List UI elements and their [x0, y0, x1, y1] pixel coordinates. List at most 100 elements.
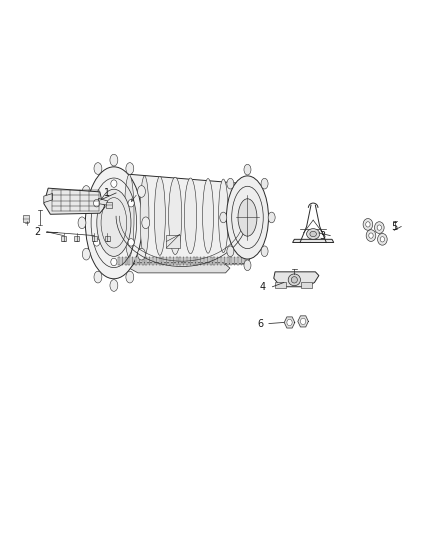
Bar — [244, 257, 246, 265]
Ellipse shape — [138, 185, 145, 197]
Bar — [217, 257, 219, 265]
Bar — [190, 257, 191, 265]
Ellipse shape — [310, 231, 316, 237]
Ellipse shape — [124, 175, 134, 257]
Text: 4: 4 — [260, 282, 266, 292]
Ellipse shape — [291, 277, 297, 283]
Polygon shape — [99, 198, 107, 205]
Ellipse shape — [169, 177, 182, 255]
Ellipse shape — [220, 212, 227, 223]
Bar — [149, 257, 150, 265]
Circle shape — [287, 319, 292, 326]
Ellipse shape — [126, 163, 134, 174]
Ellipse shape — [238, 199, 257, 236]
Bar — [169, 257, 171, 265]
Text: 5: 5 — [391, 222, 397, 231]
Polygon shape — [44, 193, 53, 203]
Bar — [207, 257, 208, 265]
Circle shape — [300, 318, 306, 325]
Circle shape — [128, 239, 134, 246]
Bar — [159, 257, 161, 265]
Ellipse shape — [110, 154, 118, 166]
Polygon shape — [284, 317, 295, 328]
Ellipse shape — [219, 179, 228, 253]
Circle shape — [374, 222, 384, 233]
Circle shape — [378, 233, 387, 245]
Bar — [213, 257, 215, 265]
Circle shape — [363, 219, 373, 230]
Circle shape — [94, 239, 100, 246]
Circle shape — [377, 225, 381, 230]
Bar — [142, 257, 144, 265]
Ellipse shape — [261, 246, 268, 256]
Ellipse shape — [288, 274, 300, 286]
Bar — [166, 257, 167, 265]
Circle shape — [366, 222, 370, 227]
Bar — [183, 257, 184, 265]
Bar — [193, 257, 194, 265]
Text: 3: 3 — [319, 231, 325, 240]
Bar — [122, 257, 123, 265]
Ellipse shape — [202, 179, 213, 253]
Polygon shape — [274, 272, 319, 287]
Ellipse shape — [261, 179, 268, 189]
Circle shape — [94, 199, 100, 207]
Ellipse shape — [82, 185, 90, 197]
Bar — [145, 257, 147, 265]
Text: 2: 2 — [34, 227, 40, 237]
Bar — [74, 236, 79, 241]
Bar — [197, 257, 198, 265]
Ellipse shape — [227, 246, 234, 256]
Ellipse shape — [97, 189, 131, 256]
Bar — [176, 257, 178, 265]
Polygon shape — [293, 239, 334, 243]
Polygon shape — [112, 173, 252, 264]
Bar — [240, 257, 242, 265]
Bar — [275, 282, 286, 288]
Circle shape — [111, 180, 117, 188]
Polygon shape — [129, 263, 230, 273]
Bar — [135, 257, 137, 265]
Bar — [227, 257, 229, 265]
Bar — [186, 257, 188, 265]
Ellipse shape — [85, 167, 142, 279]
Circle shape — [111, 259, 117, 266]
Bar — [301, 282, 312, 288]
Ellipse shape — [110, 280, 118, 292]
Ellipse shape — [140, 176, 149, 256]
Ellipse shape — [94, 163, 102, 174]
Bar — [210, 257, 212, 265]
Circle shape — [380, 237, 385, 242]
Ellipse shape — [244, 260, 251, 271]
Ellipse shape — [142, 217, 150, 229]
Text: 6: 6 — [258, 319, 264, 328]
Bar — [220, 257, 222, 265]
Bar — [105, 236, 110, 241]
Bar — [92, 236, 97, 241]
Bar — [61, 236, 66, 241]
Ellipse shape — [138, 248, 145, 260]
Bar — [180, 257, 181, 265]
Ellipse shape — [154, 176, 166, 255]
Circle shape — [366, 230, 376, 241]
Bar — [128, 257, 130, 265]
Bar — [230, 257, 232, 265]
Ellipse shape — [244, 164, 251, 175]
Bar — [237, 257, 239, 265]
Bar — [200, 257, 201, 265]
Text: 1: 1 — [104, 188, 110, 198]
Bar — [152, 257, 154, 265]
Bar — [224, 257, 225, 265]
Ellipse shape — [226, 176, 268, 259]
Ellipse shape — [268, 212, 275, 223]
Bar — [203, 257, 205, 265]
Bar — [125, 257, 127, 265]
Ellipse shape — [227, 179, 234, 189]
Bar — [118, 257, 120, 265]
Ellipse shape — [307, 229, 320, 239]
Bar — [106, 202, 112, 208]
Bar — [23, 215, 29, 222]
Polygon shape — [298, 316, 308, 327]
Polygon shape — [44, 188, 105, 214]
Bar — [173, 257, 174, 265]
